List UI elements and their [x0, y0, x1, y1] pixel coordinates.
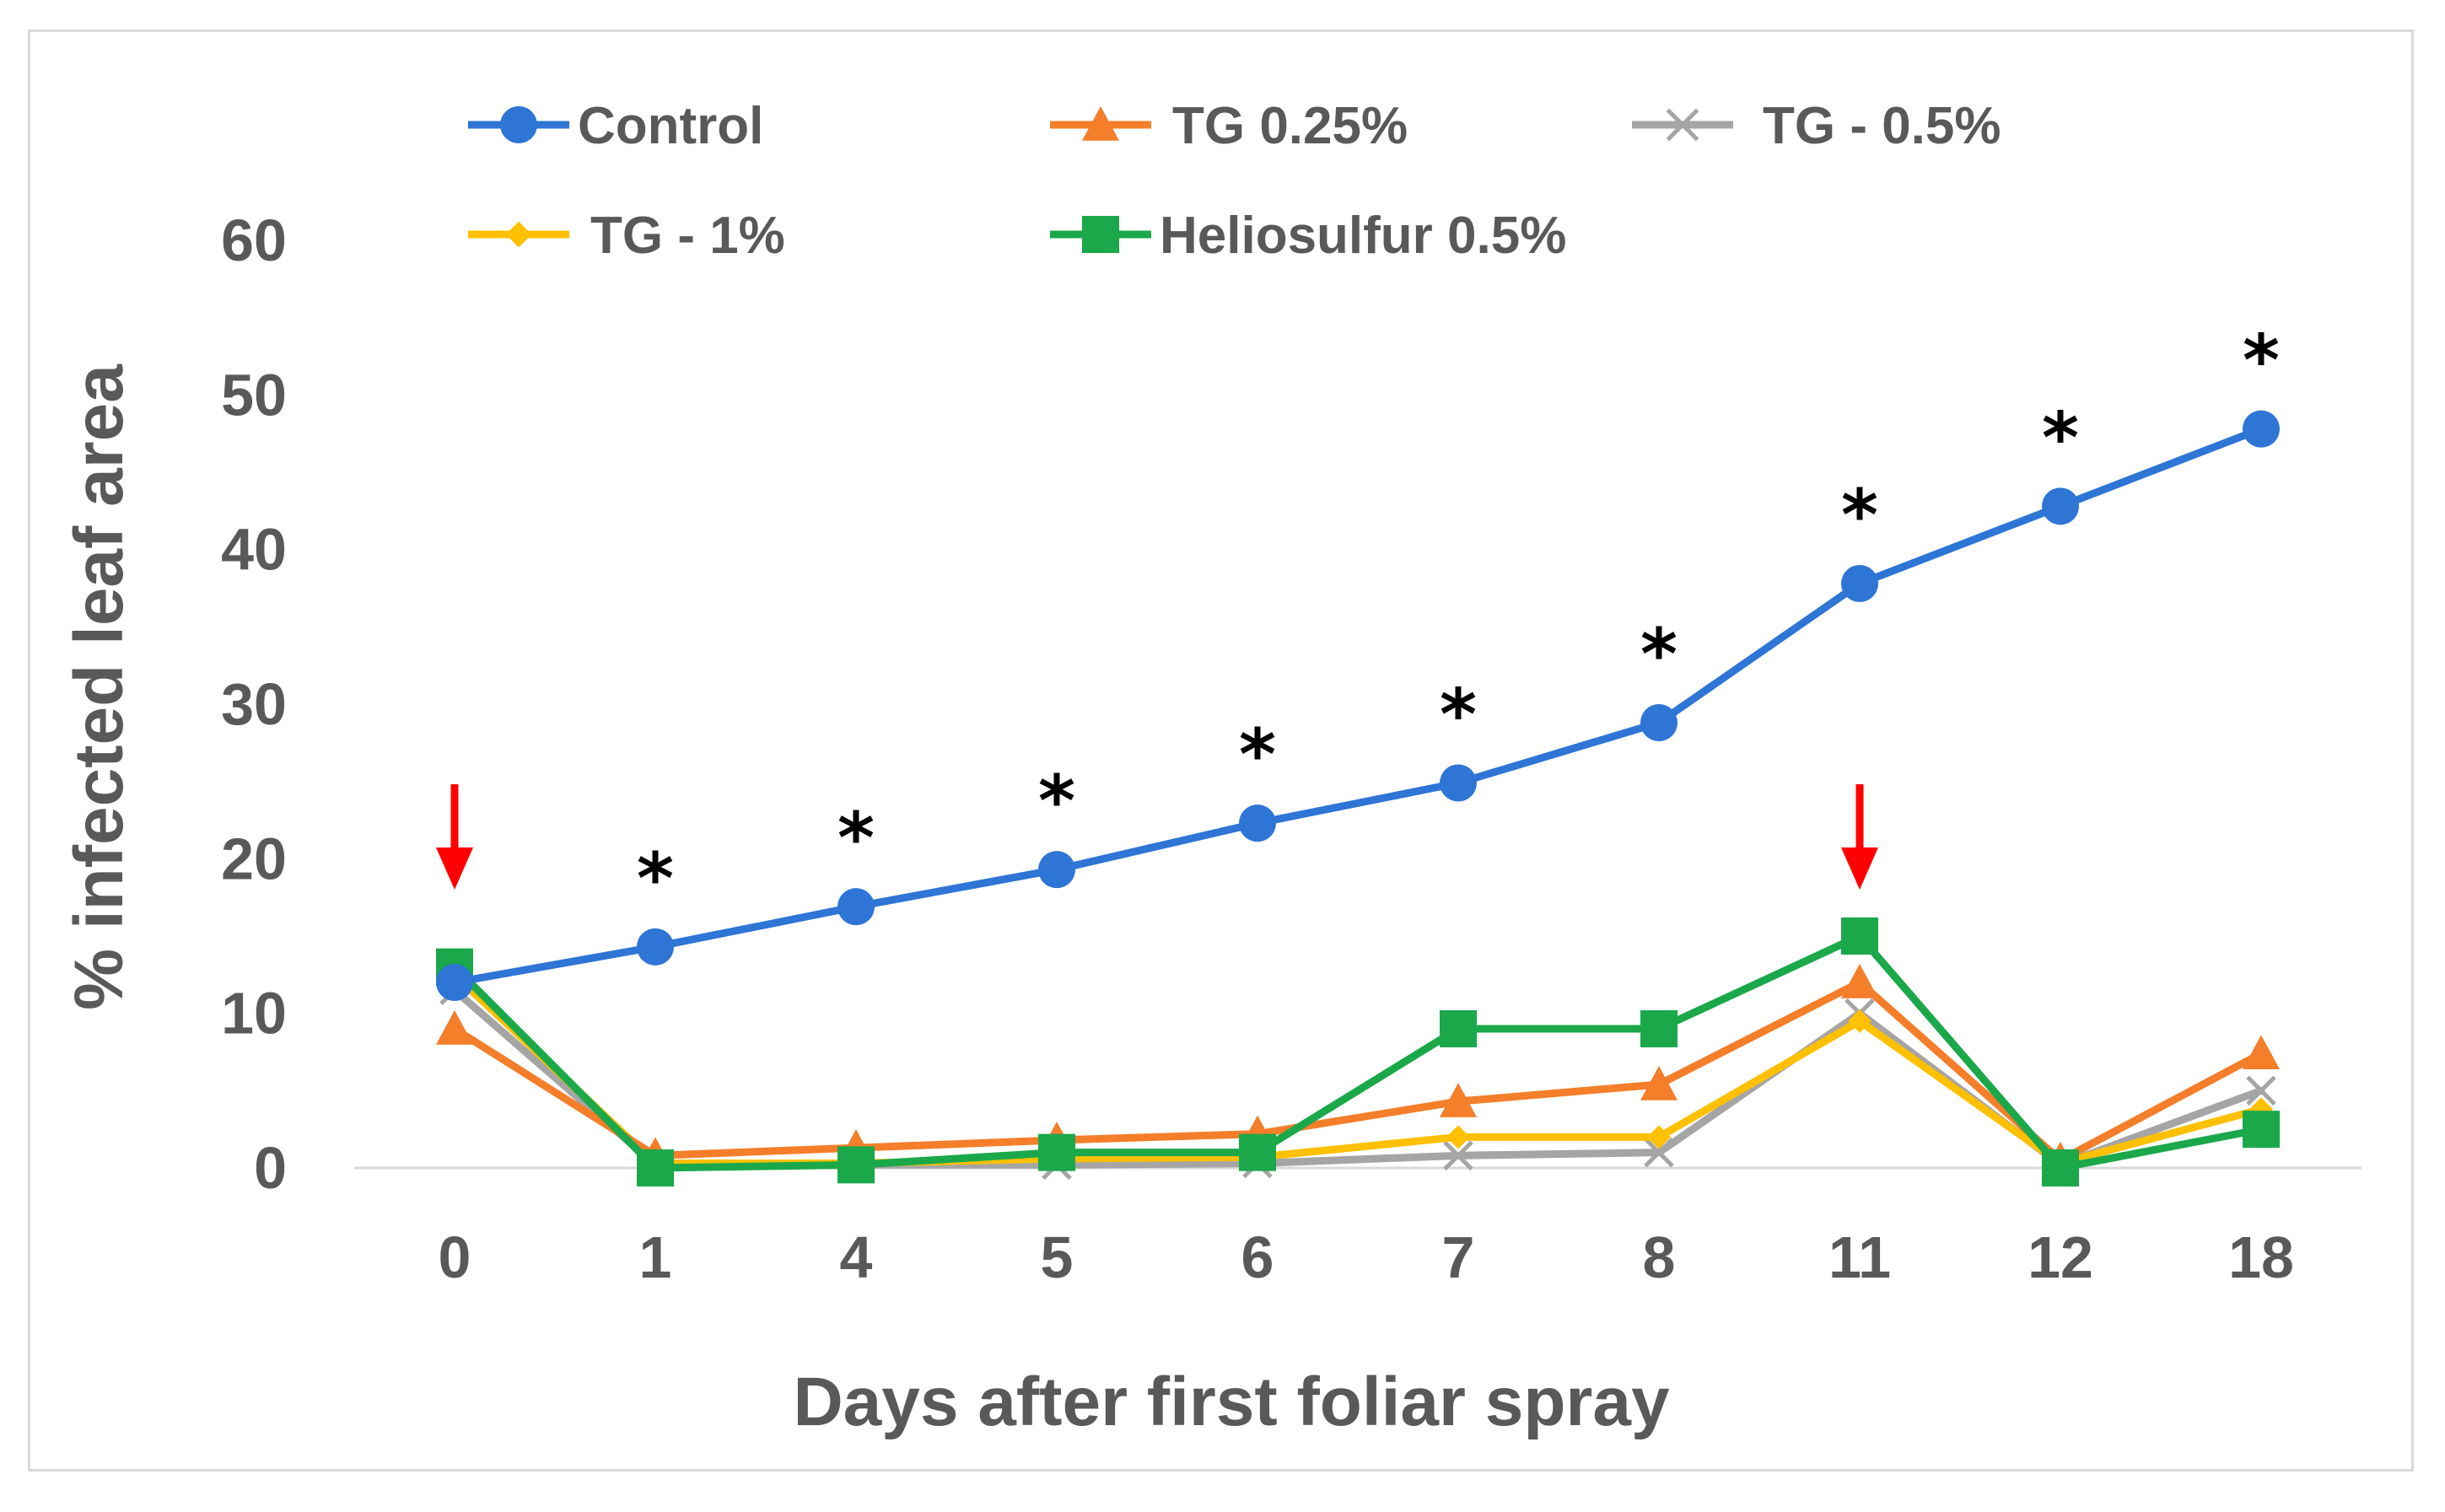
- data-point-control: [436, 964, 473, 1001]
- data-point-tg-0-25: [1640, 1066, 1678, 1100]
- data-point-tg-1: [1848, 1009, 1871, 1033]
- legend-label: TG - 0.5%: [1763, 97, 2001, 155]
- x-tick-label: 0: [439, 1224, 471, 1290]
- x-tick-label: 6: [1241, 1224, 1274, 1290]
- x-tick-label: 5: [1041, 1224, 1074, 1290]
- series-line-heliosulfur-0-5: [450, 932, 2265, 1172]
- data-point-heliosulfur-0-5: [2042, 1149, 2079, 1186]
- spray-arrow: [1841, 784, 1878, 890]
- data-point-heliosulfur-0-5: [837, 1146, 875, 1184]
- series-line-tg-0-5: [450, 986, 2265, 1169]
- series-tg-1: [443, 962, 2273, 1176]
- significance-asterisk: *: [637, 837, 674, 920]
- data-point-control: [637, 928, 674, 966]
- data-point-heliosulfur-0-5: [1038, 1133, 1075, 1171]
- x-tick-label: 7: [1442, 1224, 1475, 1290]
- chart-frame: [28, 30, 2414, 1472]
- y-axis-ticks: 0 10 20 30 40 50 60: [221, 207, 287, 1201]
- significance-asterisk: *: [2243, 320, 2280, 402]
- data-point-tg-0-25: [1440, 1083, 1477, 1117]
- data-point-tg-0-25: [2243, 1035, 2280, 1070]
- series-heliosulfur-0-5: [436, 917, 2280, 1186]
- legend-label: TG - 1%: [590, 207, 785, 265]
- series-control: [436, 410, 2280, 1001]
- data-point-tg-0-5: [1644, 1137, 1674, 1168]
- data-point-control: [1239, 804, 1276, 842]
- data-point-tg-0-25: [436, 1010, 473, 1045]
- x-tick-label: 11: [1828, 1224, 1891, 1290]
- x-axis-ticks: 0 1 4 5 6 7 8 11 12 18: [439, 1224, 2294, 1290]
- data-point-control: [2243, 410, 2280, 448]
- significance-asterisk: *: [2042, 396, 2079, 479]
- y-tick-label: 30: [221, 671, 287, 737]
- data-point-tg-0-5: [2246, 1075, 2276, 1106]
- x-tick-label: 8: [1643, 1224, 1676, 1290]
- data-point-control: [1038, 851, 1075, 889]
- legend-item-tg-0-5: TG - 0.5%: [1632, 97, 2001, 155]
- legend-label: Control: [578, 97, 763, 155]
- data-point-control: [1640, 704, 1678, 741]
- legend-item-tg-0-25: TG 0.25%: [1050, 97, 1408, 155]
- y-tick-label: 10: [221, 981, 287, 1047]
- significance-asterisk: *: [1640, 613, 1678, 696]
- legend-marker: [1082, 216, 1119, 253]
- legend-label: TG 0.25%: [1172, 97, 1408, 155]
- legend-item-heliosulfur-0-5: Heliosulfur 0.5%: [1050, 207, 1566, 265]
- spray-arrow: [436, 784, 473, 890]
- x-tick-label: 12: [2028, 1224, 2093, 1290]
- y-tick-label: 60: [221, 207, 287, 273]
- legend-label: Heliosulfur 0.5%: [1160, 207, 1566, 265]
- y-tick-label: 50: [221, 362, 287, 428]
- legend-item-control: Control: [468, 97, 763, 155]
- y-tick-label: 20: [221, 826, 287, 891]
- data-point-control: [1841, 565, 1878, 602]
- x-axis-title: Days after first foliar spray: [793, 1364, 1669, 1440]
- x-tick-label: 1: [639, 1224, 672, 1290]
- y-axis-title: % infected leaf area: [61, 363, 137, 1010]
- x-tick-label: 18: [2228, 1224, 2294, 1290]
- data-point-tg-0-25: [1841, 964, 1878, 998]
- data-point-control: [1440, 764, 1477, 802]
- legend-marker: [1082, 106, 1119, 141]
- significance-asterisk: *: [1038, 760, 1075, 842]
- series-layer: [436, 410, 2280, 1186]
- significance-asterisk: *: [1841, 474, 1878, 557]
- y-tick-label: 0: [254, 1135, 287, 1201]
- data-point-heliosulfur-0-5: [637, 1149, 674, 1186]
- legend-marker: [500, 106, 537, 143]
- x-tick-label: 4: [840, 1224, 873, 1290]
- legend-marker: [505, 221, 532, 248]
- significance-asterisk: *: [837, 797, 875, 880]
- data-point-heliosulfur-0-5: [1841, 917, 1878, 955]
- legend-marker: [1666, 108, 1699, 142]
- data-point-control: [2042, 487, 2079, 525]
- data-point-tg-0-5: [1443, 1140, 1473, 1171]
- significance-asterisk: *: [1440, 674, 1477, 756]
- annotation-layer: * * * * * * * * *: [436, 320, 2280, 920]
- significance-asterisk: *: [1239, 713, 1276, 796]
- series-line-tg-1: [450, 971, 2265, 1167]
- data-point-heliosulfur-0-5: [1239, 1133, 1276, 1171]
- data-point-tg-1: [1647, 1125, 1671, 1149]
- y-tick-label: 40: [221, 517, 287, 583]
- data-point-control: [837, 888, 875, 926]
- series-line-tg-0-25: [450, 978, 2265, 1165]
- data-point-heliosulfur-0-5: [1640, 1010, 1678, 1047]
- data-point-heliosulfur-0-5: [1440, 1010, 1477, 1047]
- data-point-tg-1: [1446, 1125, 1470, 1149]
- series-line-control: [450, 425, 2265, 987]
- data-point-heliosulfur-0-5: [2243, 1111, 2280, 1149]
- legend-item-tg-1: TG - 1%: [468, 207, 785, 265]
- legend: Control TG 0.25% TG - 0.5% TG - 1% Heliosulf…: [468, 97, 2001, 265]
